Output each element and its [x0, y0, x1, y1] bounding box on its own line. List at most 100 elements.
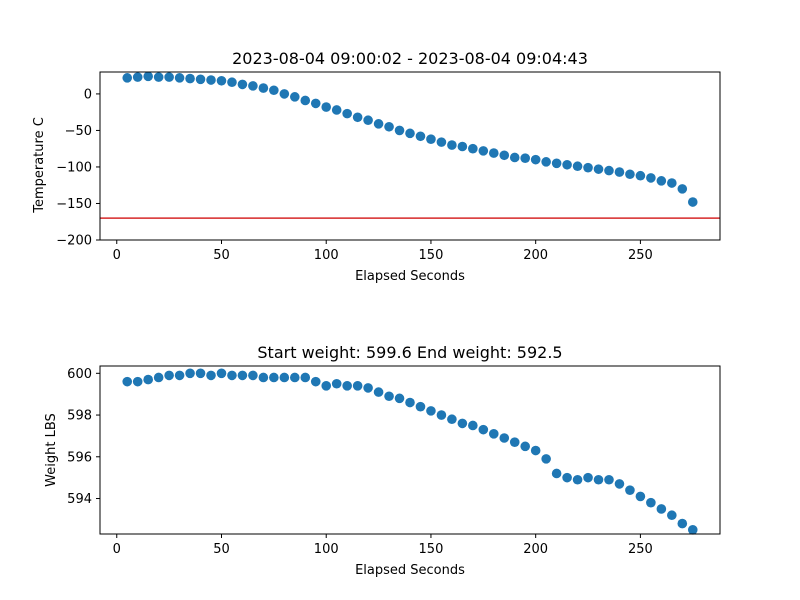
- weight-data-point: [206, 370, 216, 381]
- weight-data-point: [363, 383, 373, 393]
- weight-y-axis-label: Weight LBS: [44, 413, 59, 487]
- weight-data-point: [269, 372, 279, 383]
- temperature-data-point: [289, 92, 300, 102]
- weight-data-point: [331, 378, 342, 389]
- temperature-y-tick-label: −50: [65, 124, 92, 139]
- temperature-data-point: [541, 157, 551, 167]
- weight-data-point: [248, 370, 258, 381]
- weight-data-point: [541, 454, 551, 464]
- temperature-data-point: [342, 108, 352, 119]
- temperature-x-tick-label: 150: [419, 248, 444, 263]
- weight-data-point: [667, 510, 677, 521]
- weight-data-point: [687, 525, 698, 535]
- temperature-x-axis-label: Elapsed Seconds: [355, 269, 465, 284]
- weight-data-point: [279, 372, 290, 383]
- temperature-data-point: [164, 72, 174, 82]
- weight-chart: Start weight: 599.6 End weight: 592.5 El…: [44, 343, 721, 578]
- temperature-data-point: [635, 170, 646, 181]
- temperature-x-tick-label: 50: [213, 248, 230, 263]
- temperature-data-point: [415, 131, 426, 142]
- temperature-x-tick-label: 100: [314, 248, 339, 263]
- weight-data-point: [310, 376, 321, 387]
- temperature-data-point: [457, 141, 468, 152]
- weight-data-point: [258, 372, 269, 383]
- weight-data-point: [289, 372, 300, 383]
- temperature-data-point: [373, 119, 384, 129]
- temperature-data-point: [687, 197, 698, 207]
- weight-data-point: [520, 441, 531, 452]
- temperature-data-point: [509, 152, 520, 163]
- temperature-data-point: [551, 158, 562, 169]
- temperature-data-point: [530, 154, 541, 165]
- temperature-data-point: [677, 184, 688, 194]
- temperature-data-point: [321, 102, 332, 112]
- weight-data-point: [551, 468, 562, 479]
- weight-data-point: [405, 397, 415, 408]
- temperature-data-point: [572, 161, 583, 172]
- weight-data-point: [499, 433, 510, 443]
- temperature-chart: 2023-08-04 09:00:02 - 2023-08-04 09:04:4…: [32, 49, 721, 284]
- weight-data-point: [457, 418, 468, 429]
- weight-data-point: [478, 424, 489, 435]
- weight-data-point: [352, 381, 363, 391]
- temperature-plot-frame: [99, 71, 721, 241]
- weight-data-point: [562, 472, 572, 483]
- weight-data-point: [488, 429, 499, 439]
- temperature-ticks: 0 50 100 150 200 250 −200 −150 −100 −50 0: [56, 87, 653, 263]
- weight-x-axis-label: Elapsed Seconds: [355, 563, 465, 578]
- temperature-data-point: [436, 137, 447, 147]
- weight-data-point: [677, 518, 688, 529]
- temperature-y-tick-label: −100: [56, 160, 92, 175]
- temperature-data-point: [667, 178, 677, 188]
- temperature-data-point: [447, 140, 457, 150]
- weight-chart-title: Start weight: 599.6 End weight: 592.5: [257, 343, 562, 362]
- weight-data-point: [604, 474, 614, 485]
- temperature-y-tick-label: −150: [56, 197, 92, 212]
- temperature-data-point: [625, 169, 635, 180]
- temperature-data-point: [122, 73, 133, 83]
- temperature-data-point: [153, 72, 164, 82]
- temperature-data-point: [384, 121, 394, 132]
- temperature-data-point: [426, 134, 436, 144]
- temperature-chart-title: 2023-08-04 09:00:02 - 2023-08-04 09:04:4…: [232, 49, 588, 68]
- weight-x-tick-label: 150: [419, 542, 444, 557]
- temperature-data-point: [583, 162, 593, 173]
- temperature-data-point: [216, 75, 227, 86]
- temperature-data-point: [237, 79, 248, 90]
- temperature-data-point: [248, 81, 258, 91]
- temperature-data-point: [604, 165, 614, 176]
- weight-data-point: [656, 504, 667, 514]
- weight-data-point: [174, 370, 185, 381]
- temperature-data-point: [656, 176, 667, 186]
- weight-ticks: 0 50 100 150 200 250 594 596 598 600: [67, 367, 653, 557]
- weight-data-point: [530, 445, 541, 456]
- temperature-data-point: [300, 95, 311, 106]
- temperature-data-point: [468, 143, 478, 154]
- weight-data-point: [195, 368, 206, 379]
- weight-data-point: [384, 391, 394, 402]
- temperature-marks: [100, 71, 720, 219]
- weight-data-point: [583, 472, 593, 483]
- weight-data-point: [614, 479, 625, 489]
- weight-y-tick-label: 598: [67, 409, 92, 424]
- weight-data-point: [321, 381, 332, 391]
- weight-data-point: [342, 381, 352, 391]
- weight-data-point: [415, 401, 426, 412]
- weight-data-point: [447, 414, 457, 425]
- weight-data-point: [185, 368, 195, 379]
- temperature-data-point: [499, 150, 510, 161]
- weight-data-point: [426, 406, 436, 416]
- temperature-data-point: [593, 164, 604, 174]
- weight-x-tick-label: 50: [213, 542, 230, 557]
- weight-x-tick-label: 200: [523, 542, 548, 557]
- temperature-data-point: [562, 159, 572, 170]
- temperature-data-point: [614, 167, 625, 177]
- weight-y-tick-label: 594: [67, 492, 92, 507]
- temperature-data-point: [394, 125, 405, 136]
- weight-y-tick-label: 600: [67, 367, 92, 382]
- temperature-data-point: [143, 71, 153, 82]
- weight-data-point: [593, 474, 604, 485]
- temperature-y-axis-label: Temperature C: [32, 117, 47, 214]
- temperature-x-tick-label: 250: [628, 248, 653, 263]
